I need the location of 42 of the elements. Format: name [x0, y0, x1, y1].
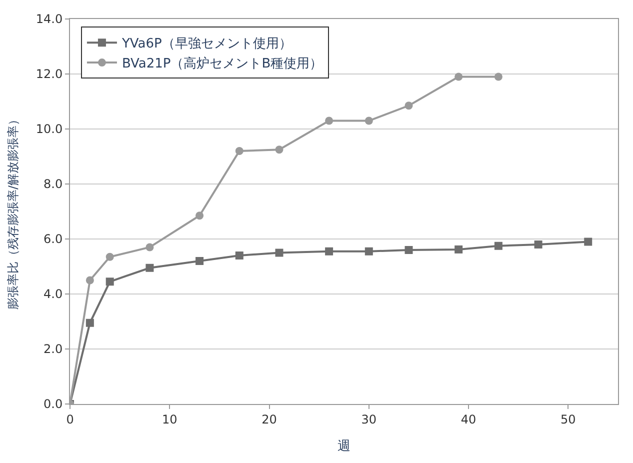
point: [86, 276, 94, 284]
x-tick-label: 50: [560, 412, 576, 426]
y-axis-title: 膨張率比（残存膨張率/解放膨張率）: [6, 113, 20, 310]
x-tick-label: 10: [162, 412, 178, 426]
point: [534, 240, 542, 248]
point: [364, 247, 373, 256]
point: [325, 247, 334, 256]
point: [196, 212, 204, 220]
point: [584, 238, 592, 246]
point: [106, 278, 114, 286]
x-tick-label: 30: [361, 412, 377, 426]
x-tick-label: 20: [262, 412, 277, 426]
point: [494, 72, 502, 81]
x-tick-label: 40: [460, 412, 476, 426]
point: [275, 146, 284, 154]
point: [235, 252, 244, 260]
y-tick-label: 6.0: [44, 232, 63, 246]
point: [146, 243, 154, 252]
y-tick-label: 8.0: [44, 177, 63, 192]
legend-label: YVa6P（早強セメント使用）: [120, 36, 292, 52]
y-tick-label: 4.0: [44, 287, 63, 302]
point: [86, 318, 94, 327]
y-tick-label: 14.0: [36, 12, 63, 26]
point: [454, 245, 463, 254]
point: [235, 147, 244, 155]
point: [196, 257, 204, 265]
point: [275, 248, 284, 257]
point: [364, 116, 373, 125]
point: [325, 116, 334, 125]
point: [454, 72, 463, 81]
legend-label: BVa21P（高炉セメントB種使用）: [122, 56, 323, 72]
point: [146, 264, 154, 272]
point: [404, 102, 413, 110]
y-tick-label: 12.0: [36, 67, 63, 82]
y-tick-label: 10.0: [36, 122, 63, 136]
x-axis-title: 週: [338, 439, 350, 454]
x-tick-label: 0: [66, 412, 74, 426]
point: [106, 252, 114, 261]
point: [494, 242, 502, 250]
y-tick-label: 2.0: [44, 342, 63, 356]
y-tick-label: 0.0: [44, 397, 63, 412]
point: [404, 246, 413, 254]
